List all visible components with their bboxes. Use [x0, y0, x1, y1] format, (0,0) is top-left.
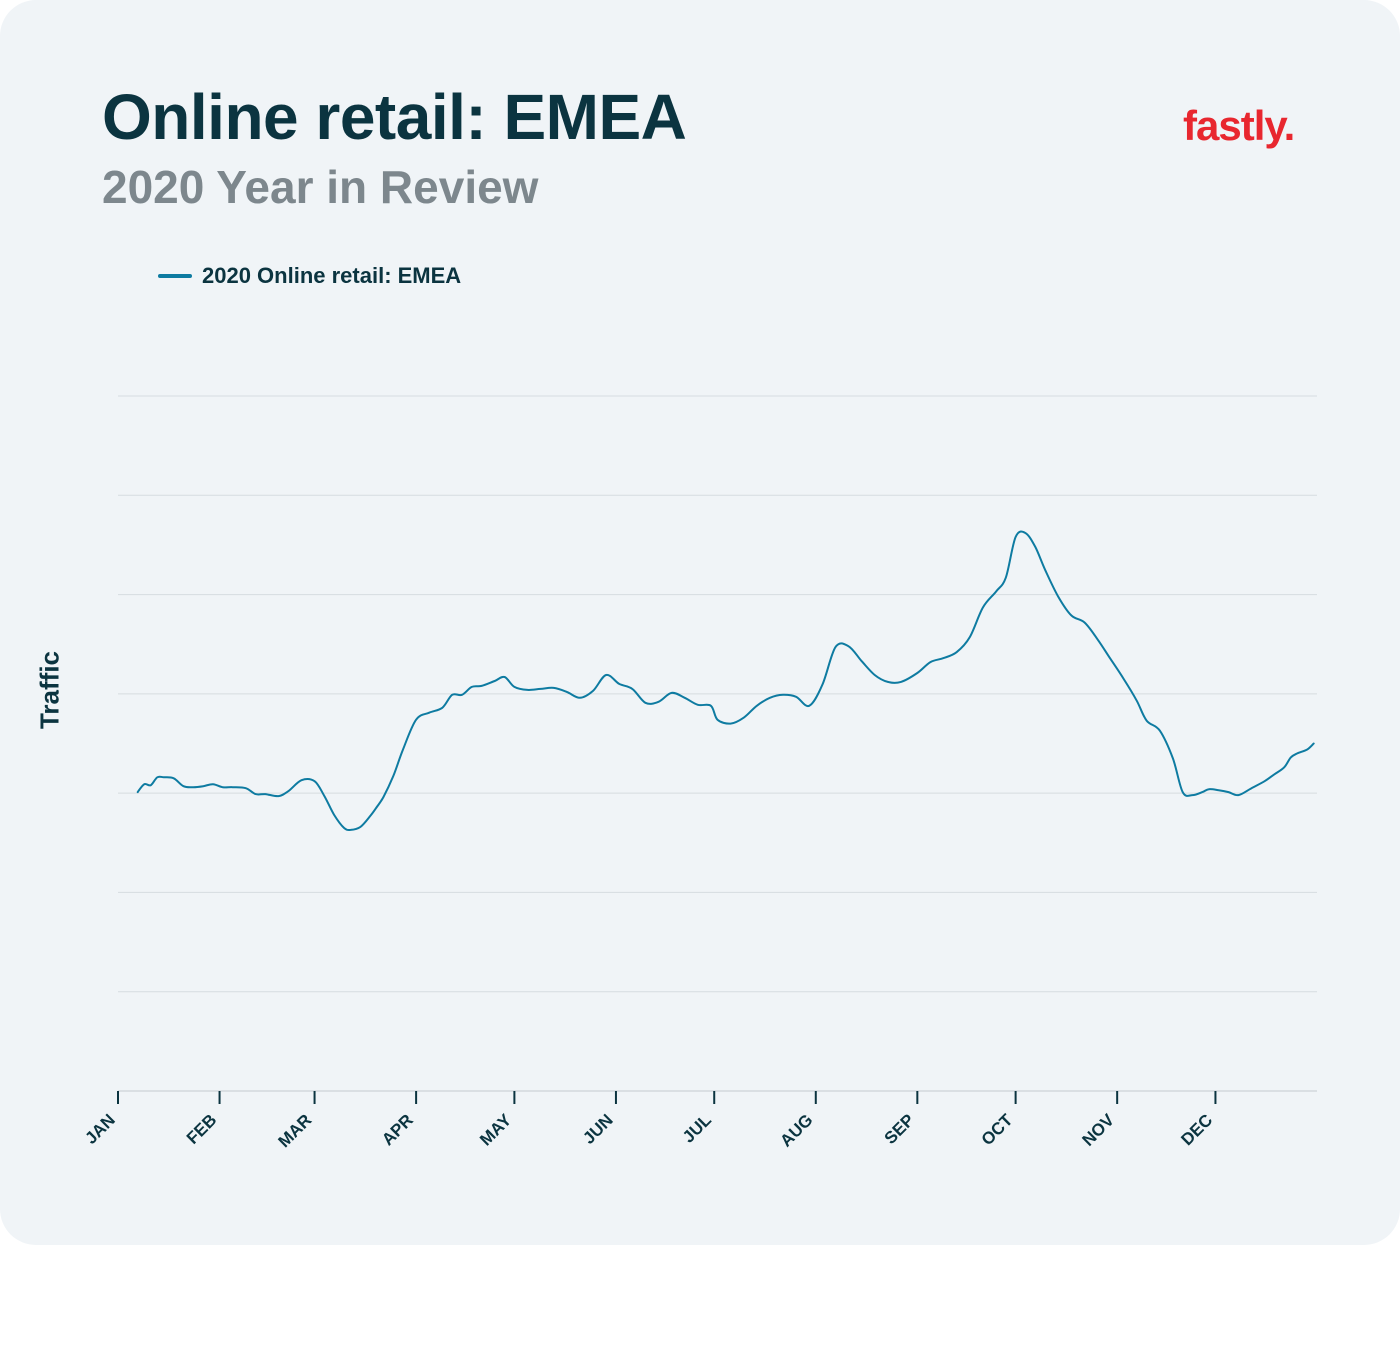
- legend-label: 2020 Online retail: EMEA: [202, 263, 462, 288]
- x-tick-label: MAR: [275, 1110, 316, 1151]
- x-tick-label: OCT: [978, 1110, 1017, 1149]
- x-tick-label: DEC: [1177, 1110, 1216, 1149]
- chart-card: [0, 0, 1400, 1245]
- chart-legend: 2020 Online retail: EMEA: [158, 262, 461, 290]
- x-tick-label: AUG: [776, 1110, 816, 1150]
- fastly-logo: fastly.: [1183, 102, 1295, 149]
- series-line: [136, 530, 1315, 831]
- x-tick-label: JAN: [81, 1110, 118, 1147]
- x-tick-label: SEP: [881, 1110, 918, 1147]
- x-tick-label: MAY: [476, 1110, 516, 1150]
- page-subtitle: 2020 Year in Review: [102, 161, 539, 213]
- x-tick-label: JUL: [679, 1110, 715, 1146]
- x-tick-label: NOV: [1079, 1110, 1119, 1150]
- x-tick-label: JUN: [579, 1110, 616, 1147]
- x-tick-label: APR: [378, 1110, 417, 1149]
- line-chart: JAN FEB MAR APR MAY JUN JUL AUG SEP OCT NOV DEC: [81, 395, 1317, 1151]
- x-tick-label: FEB: [183, 1110, 220, 1147]
- legend-swatch: [158, 274, 192, 278]
- page-title: Online retail: EMEA: [102, 81, 687, 153]
